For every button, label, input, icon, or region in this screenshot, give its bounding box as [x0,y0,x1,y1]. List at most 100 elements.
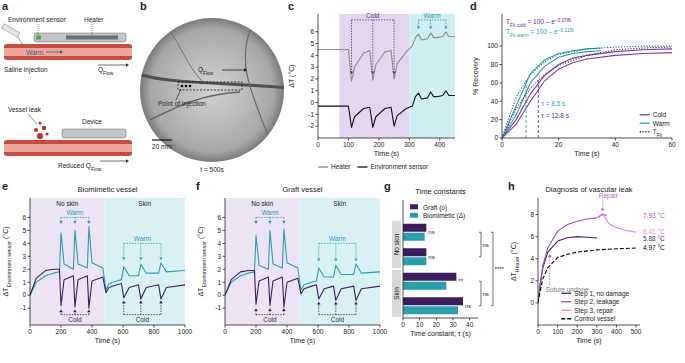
annotation: Cold [317,302,358,323]
y-tick-label: 0 [494,134,498,141]
annotation-arrowhead [139,300,143,303]
y-tick [316,114,319,115]
legend-swatch [561,310,571,311]
plot-area [225,198,380,325]
arrow [98,65,126,66]
annotation: Warm [254,209,286,223]
panel-letter: f [196,180,200,192]
legend-label: TFit [653,128,663,138]
vessel [4,140,132,156]
series-line [30,269,185,308]
needle [18,37,24,47]
leader [28,114,37,124]
x-tick-label: 400 [282,328,293,335]
y-axis-label: ΔTHeater (°C) [510,242,520,281]
end-label: 7.93 °C [643,212,665,219]
label-part: Flow [203,71,214,76]
x-tick-label: 20 [433,321,441,328]
x-tick-label: 1000 [178,328,193,335]
y-tick-label: 100 [487,42,498,49]
x-axis-line [225,325,380,326]
legend-swatch [410,213,418,218]
device [62,129,126,138]
label-part: (°C) [510,242,518,256]
annotation-arrow [394,20,395,72]
leader [92,24,93,35]
tau-label: τ = 12.8 s [541,112,569,119]
y-tick-label: 8 [530,211,534,218]
label-part: Heater [514,256,520,272]
x-tick-label: 0 [401,321,405,328]
y-tick [500,46,503,47]
y-tick-label: 3 [22,253,26,260]
annotation-arrowhead [73,221,77,224]
label: Saline injection [4,66,48,74]
series-line [318,32,455,82]
arrow [222,70,244,71]
series-line [30,227,185,296]
annotation-arrowhead [601,208,605,211]
label: Point of injection [158,100,206,108]
y-tick-label: 1 [217,279,221,286]
annotation: Warm [317,235,358,261]
leader [176,89,181,100]
y-tick [223,243,226,244]
x-tick-label: 60 [668,141,676,148]
annotation-arrow [602,200,603,209]
vessel-lumen [4,48,132,56]
annotation-arrowhead [354,259,358,262]
x-tick-label: 600 [313,328,324,335]
annotation: Repair [599,192,619,211]
x-axis-line [538,325,640,326]
y-tick-label: 1 [22,279,26,286]
end-label: 6.41 °C [643,228,665,235]
label-part: −0.118t [558,28,575,33]
bar [403,297,463,305]
annotation-arrowhead [392,71,396,74]
y-tick-label: 2 [22,266,26,273]
significance: **** [495,266,505,272]
y-tick [223,282,226,283]
annotation-arrowhead [268,308,272,311]
significance-bracket [479,281,481,306]
y-tick [28,282,31,283]
device-outline [178,82,242,90]
y-tick [28,230,31,231]
x-tick-label: 200 [373,141,384,148]
y-tick-label: 6 [530,233,534,240]
plot-area [538,213,636,302]
y-tick-label: 5 [217,227,221,234]
annotation-arrow [549,256,550,285]
y-tick [316,90,319,91]
y-tick-label: 4 [530,255,534,262]
axes: 02004006008001000-10123456Time (s)ΔTEnvi… [197,198,388,345]
legend-text: Heater [331,163,351,170]
y-tick-label: -1 [308,111,314,118]
annotation-arrow [140,243,141,258]
x-tick-label: 200 [251,328,262,335]
annotation-text: Warm [134,235,151,242]
legend-label: Cold [653,111,667,118]
x-axis-label: Time (s) [576,337,601,345]
fit-equation: TFit warm = 100 – e−0.118t [506,28,574,38]
region [225,198,299,325]
annotation-text: Cold [136,316,150,323]
label: Warm [26,49,43,56]
y-tick [500,119,503,120]
leak-drop [37,133,43,139]
annotation-arrowhead [139,257,143,260]
y-tick [316,126,319,127]
y-tick [536,302,539,303]
series-line [502,48,601,138]
region [30,198,104,325]
panel-letter: d [470,0,477,12]
x-tick-label: 100 [552,328,563,335]
annotation-text: Cold [263,316,277,323]
vessel [245,30,270,140]
label: t = 500s [200,166,224,173]
y-tick [500,64,503,65]
label-part: Reduced Q [58,162,91,170]
annotation-arrow [418,20,419,27]
figure: aEnvironment sensorHeaterSaline injectio… [0,0,685,363]
tau-label: τ = 8.5 s [541,100,566,107]
